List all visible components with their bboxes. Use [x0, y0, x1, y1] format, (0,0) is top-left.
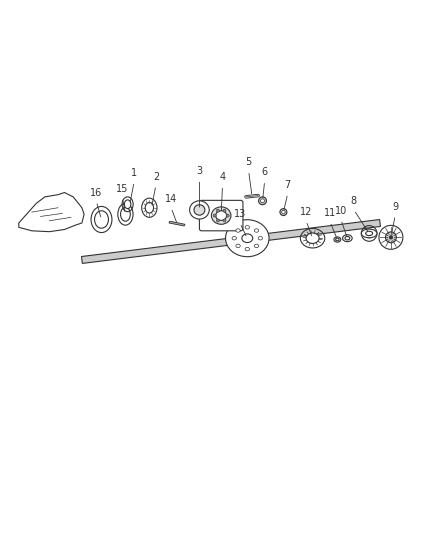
FancyBboxPatch shape: [199, 200, 243, 231]
Text: 5: 5: [245, 157, 252, 167]
Text: 13: 13: [234, 209, 246, 220]
Ellipse shape: [223, 219, 226, 222]
Ellipse shape: [306, 233, 319, 244]
Ellipse shape: [95, 211, 109, 228]
Text: 11: 11: [324, 208, 336, 218]
Ellipse shape: [223, 209, 226, 212]
Ellipse shape: [282, 211, 285, 214]
Ellipse shape: [245, 225, 250, 229]
Ellipse shape: [366, 231, 373, 236]
Ellipse shape: [343, 235, 352, 241]
Ellipse shape: [226, 220, 269, 257]
Ellipse shape: [379, 225, 403, 249]
Ellipse shape: [236, 229, 240, 232]
Ellipse shape: [280, 208, 287, 215]
Ellipse shape: [345, 237, 350, 240]
Text: 7: 7: [285, 180, 291, 190]
Text: 8: 8: [351, 197, 357, 206]
Ellipse shape: [336, 238, 339, 241]
Text: 10: 10: [335, 206, 347, 216]
Text: 12: 12: [300, 207, 312, 217]
Ellipse shape: [334, 237, 341, 242]
Text: 16: 16: [90, 188, 102, 198]
Ellipse shape: [216, 209, 219, 212]
Polygon shape: [19, 192, 84, 232]
Ellipse shape: [361, 229, 377, 238]
Text: 3: 3: [196, 166, 202, 176]
Ellipse shape: [254, 229, 259, 232]
Polygon shape: [81, 220, 381, 263]
Ellipse shape: [120, 207, 130, 221]
Ellipse shape: [226, 214, 229, 217]
Ellipse shape: [190, 201, 209, 219]
Ellipse shape: [216, 219, 219, 222]
Ellipse shape: [236, 244, 240, 248]
Ellipse shape: [216, 211, 226, 220]
Text: 15: 15: [116, 184, 129, 194]
Text: 14: 14: [165, 194, 177, 204]
Ellipse shape: [194, 205, 205, 215]
Ellipse shape: [365, 229, 374, 238]
Ellipse shape: [389, 236, 392, 239]
Text: 6: 6: [261, 167, 268, 177]
Ellipse shape: [242, 234, 253, 243]
Polygon shape: [169, 221, 185, 226]
Ellipse shape: [258, 237, 262, 240]
Ellipse shape: [385, 232, 396, 243]
Ellipse shape: [212, 207, 231, 224]
Ellipse shape: [124, 200, 131, 208]
Text: 4: 4: [219, 172, 226, 182]
Ellipse shape: [232, 237, 237, 240]
Text: 1: 1: [131, 168, 137, 178]
Ellipse shape: [145, 203, 154, 213]
Ellipse shape: [261, 199, 265, 203]
Ellipse shape: [258, 197, 266, 205]
Ellipse shape: [213, 214, 216, 217]
Ellipse shape: [245, 247, 250, 251]
Ellipse shape: [254, 244, 259, 248]
Text: 9: 9: [392, 201, 398, 212]
Text: 2: 2: [153, 172, 159, 182]
